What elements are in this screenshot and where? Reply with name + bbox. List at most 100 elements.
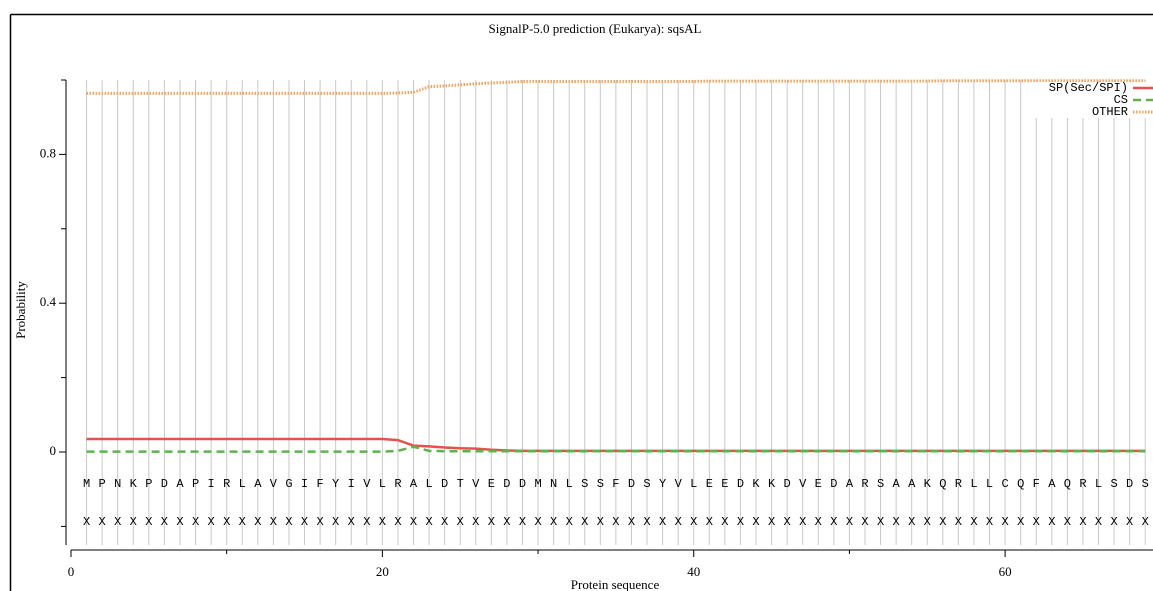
annotation: X: [815, 515, 822, 529]
annotation: X: [254, 515, 261, 529]
y-tick-label: 0.8: [40, 145, 56, 160]
residue: R: [955, 477, 962, 491]
residue: L: [1095, 477, 1102, 491]
x-tick-label: 40: [687, 564, 700, 579]
annotation: X: [675, 515, 682, 529]
residue: A: [176, 477, 184, 491]
residue: R: [394, 477, 401, 491]
residue: D: [830, 477, 837, 491]
annotation: X: [394, 515, 401, 529]
annotation: X: [332, 515, 339, 529]
residue: L: [379, 477, 386, 491]
x-tick-label: 60: [999, 564, 1012, 579]
legend-label: OTHER: [1092, 105, 1128, 119]
legend-bg: [1030, 106, 1153, 118]
residue: A: [846, 477, 854, 491]
residue: E: [488, 477, 495, 491]
annotation: X: [534, 515, 541, 529]
residue: K: [752, 477, 760, 491]
residue: K: [768, 477, 776, 491]
annotation: X: [612, 515, 619, 529]
residue: L: [690, 477, 697, 491]
residue: C: [1001, 477, 1008, 491]
residue: D: [1126, 477, 1133, 491]
residue: V: [472, 477, 480, 491]
residue: D: [519, 477, 526, 491]
series-line: [86, 445, 1146, 453]
series-line: [86, 437, 1146, 453]
residue: I: [208, 477, 215, 491]
residue: I: [301, 477, 308, 491]
residue: L: [239, 477, 246, 491]
annotation: X: [784, 515, 791, 529]
x-tick-label: 20: [376, 564, 389, 579]
x-tick-label: 0: [68, 564, 75, 579]
annotation: X: [908, 515, 915, 529]
annotation: X: [425, 515, 432, 529]
annotation: X: [830, 515, 837, 529]
residue: A: [410, 477, 418, 491]
annotation: X: [1110, 515, 1117, 529]
annotation: X: [846, 515, 853, 529]
residue: S: [643, 477, 650, 491]
residue: A: [893, 477, 901, 491]
residue: I: [348, 477, 355, 491]
residue: S: [1110, 477, 1117, 491]
annotation: X: [1064, 515, 1071, 529]
annotation: X: [488, 515, 495, 529]
annotation: X: [1095, 515, 1102, 529]
annotation: X: [924, 515, 931, 529]
residue: Q: [1017, 477, 1024, 491]
annotation: X: [192, 515, 199, 529]
annotation: X: [643, 515, 650, 529]
annotation: X: [1033, 515, 1040, 529]
residue: A: [1048, 477, 1056, 491]
annotation: X: [550, 515, 557, 529]
annotation: X: [457, 515, 464, 529]
annotation: X: [519, 515, 526, 529]
annotation: X: [161, 515, 168, 529]
annotation: X: [145, 515, 152, 529]
residue: F: [1033, 477, 1040, 491]
residue: F: [612, 477, 619, 491]
annotation: X: [239, 515, 246, 529]
annotation: X: [1048, 515, 1055, 529]
legend-bg: [1030, 94, 1153, 106]
series-line: [86, 79, 1146, 95]
residue: R: [1079, 477, 1086, 491]
residue: S: [597, 477, 604, 491]
annotation: X: [690, 515, 697, 529]
annotation: X: [799, 515, 806, 529]
residue: R: [861, 477, 868, 491]
residue: P: [99, 477, 106, 491]
residue: N: [550, 477, 557, 491]
residue: S: [581, 477, 588, 491]
annotation: X: [628, 515, 635, 529]
annotation: X: [348, 515, 355, 529]
residue: D: [441, 477, 448, 491]
annotation: X: [208, 515, 215, 529]
annotation: X: [1079, 515, 1086, 529]
annotation: X: [363, 515, 370, 529]
residue: Q: [1064, 477, 1071, 491]
annotation: X: [285, 515, 292, 529]
annotation: X: [706, 515, 713, 529]
residue: V: [799, 477, 807, 491]
annotation: X: [1001, 515, 1008, 529]
residue: D: [737, 477, 744, 491]
legend-label: CS: [1114, 93, 1128, 107]
annotation: X: [893, 515, 900, 529]
residue: G: [285, 477, 292, 491]
annotation: X: [752, 515, 759, 529]
residue: N: [114, 477, 121, 491]
residue: E: [721, 477, 728, 491]
residue: Q: [939, 477, 946, 491]
residue: E: [815, 477, 822, 491]
annotation: X: [379, 515, 386, 529]
residue: D: [161, 477, 168, 491]
residue: E: [706, 477, 713, 491]
residue: K: [924, 477, 932, 491]
y-tick-label: 0: [50, 443, 57, 458]
residue: Y: [332, 477, 339, 491]
annotation: X: [721, 515, 728, 529]
